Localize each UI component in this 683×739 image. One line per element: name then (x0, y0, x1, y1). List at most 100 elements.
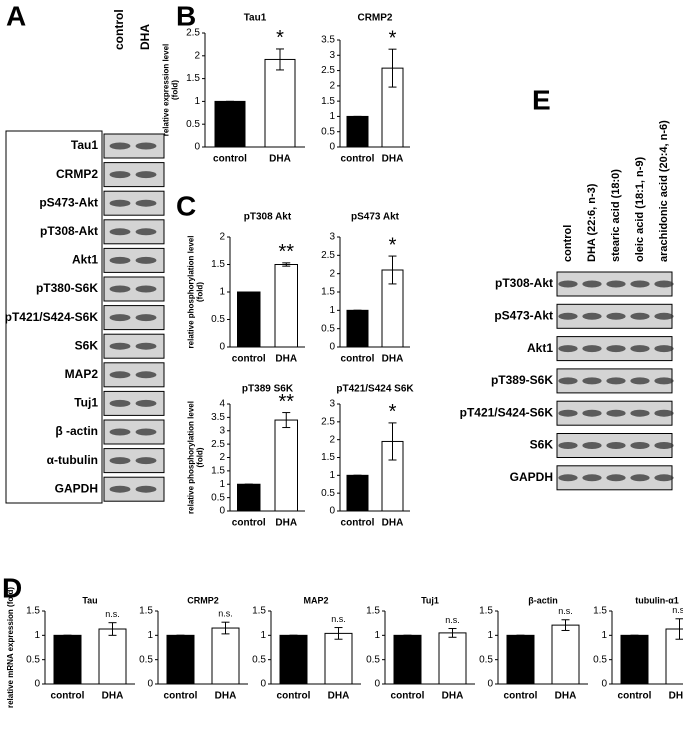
bar (237, 483, 261, 512)
blot-column-label: oleic acid (18:1, n-9) (634, 157, 646, 262)
blot-band (558, 377, 578, 385)
blot-band (582, 312, 602, 320)
blot-band (582, 409, 602, 417)
y-tick-label: 2 (219, 452, 225, 463)
blot-band (135, 457, 157, 465)
y-tick-label: 0.5 (593, 654, 607, 665)
blot-band (135, 285, 157, 293)
blot-row-label: GAPDH (55, 481, 98, 495)
blot-row-label: pS473-Akt (494, 308, 553, 322)
x-tick-label: control (341, 518, 375, 529)
blot-band (582, 442, 602, 449)
x-tick-label: control (277, 691, 311, 702)
blot-row-label: Akt1 (72, 253, 98, 267)
blot-band (135, 199, 157, 207)
blot-row-label: GAPDH (510, 470, 553, 484)
y-tick-label: 1 (219, 287, 225, 298)
blot-band (109, 228, 131, 236)
blot-row-label: Tuj1 (74, 396, 98, 410)
significance-label: n.s. (672, 605, 683, 615)
y-tick-label: 3 (219, 425, 225, 436)
blot-band (109, 256, 131, 264)
blot-band (606, 442, 626, 449)
blot-band (135, 399, 157, 407)
y-tick-label: 4 (219, 399, 225, 410)
significance-label: n.s. (445, 615, 460, 625)
bar (324, 632, 353, 685)
blot-band (109, 457, 131, 465)
y-tick-label: 0 (329, 342, 335, 353)
blot-band (558, 442, 578, 449)
blot-column-label: control (562, 225, 574, 262)
significance-label: n.s. (558, 606, 573, 616)
blot-band (582, 377, 602, 385)
y-tick-label: 2.5 (321, 65, 335, 76)
blot-band (558, 474, 578, 482)
bar (346, 115, 369, 148)
blot-band (654, 442, 674, 449)
x-tick-label: DHA (382, 154, 404, 165)
x-tick-label: DHA (328, 691, 350, 702)
x-tick-label: DHA (555, 691, 577, 702)
bar (237, 291, 261, 348)
blot-band (109, 342, 131, 350)
y-tick-label: 0.5 (26, 654, 40, 665)
blot-band (109, 399, 131, 407)
blot-row-label: CRMP2 (56, 167, 98, 181)
blot-column-label: control (112, 9, 126, 50)
bar (264, 58, 296, 148)
x-tick-label: DHA (275, 354, 297, 365)
blot-band (109, 285, 131, 293)
y-tick-label: 1.5 (321, 287, 335, 298)
chart-title: MAP2 (303, 595, 328, 605)
blot-band (558, 409, 578, 417)
blot-band (606, 409, 626, 417)
blot-band (654, 377, 674, 385)
y-tick-label: 1.5 (139, 606, 153, 617)
blot-row-label: pT308-Akt (40, 224, 98, 238)
x-tick-label: DHA (382, 518, 404, 529)
y-tick-label: 0 (147, 679, 153, 690)
y-tick-label: 2 (219, 232, 225, 243)
significance-label: n.s. (218, 609, 233, 619)
blot-row-label: pT380-S6K (36, 281, 98, 295)
y-tick-label: 0 (374, 679, 380, 690)
blot-band (630, 377, 650, 385)
blot-row-label: S6K (530, 438, 554, 452)
y-tick-label: 1 (374, 630, 380, 641)
significance-label: * (389, 401, 397, 423)
significance-label: ** (278, 241, 294, 263)
y-tick-label: 0 (34, 679, 40, 690)
blot-row-label: S6K (75, 338, 99, 352)
blot-band (558, 345, 578, 353)
blot-band (558, 312, 578, 320)
blot-band (135, 342, 157, 350)
chart-title: Tuj1 (421, 595, 439, 605)
bar (166, 634, 195, 685)
y-tick-label: 2.5 (186, 28, 200, 39)
y-tick-label: 3 (329, 232, 335, 243)
blot-column-label: stearic acid (18:0) (610, 169, 622, 262)
y-axis-label: (fold) (196, 282, 205, 302)
y-tick-label: 0.5 (252, 654, 266, 665)
blot-band (630, 474, 650, 482)
y-tick-label: 1 (329, 111, 335, 122)
bar (346, 474, 369, 512)
blot-band (630, 345, 650, 353)
blot-band (606, 345, 626, 353)
y-tick-label: 1 (329, 470, 335, 481)
blot-band (109, 314, 131, 322)
y-axis-label: relative mRNA expression (fold) (6, 587, 15, 708)
significance-label: ** (278, 391, 294, 413)
x-tick-label: DHA (269, 154, 291, 165)
chart-title: Tau1 (244, 13, 267, 24)
bar (393, 634, 422, 685)
y-axis-label: (fold) (196, 447, 205, 467)
y-tick-label: 1.5 (26, 606, 40, 617)
y-axis-label: relative expression level (162, 44, 171, 137)
significance-label: * (276, 27, 284, 49)
blot-row-label: α-tubulin (47, 453, 98, 467)
blot-band (582, 345, 602, 353)
bar (665, 628, 683, 685)
